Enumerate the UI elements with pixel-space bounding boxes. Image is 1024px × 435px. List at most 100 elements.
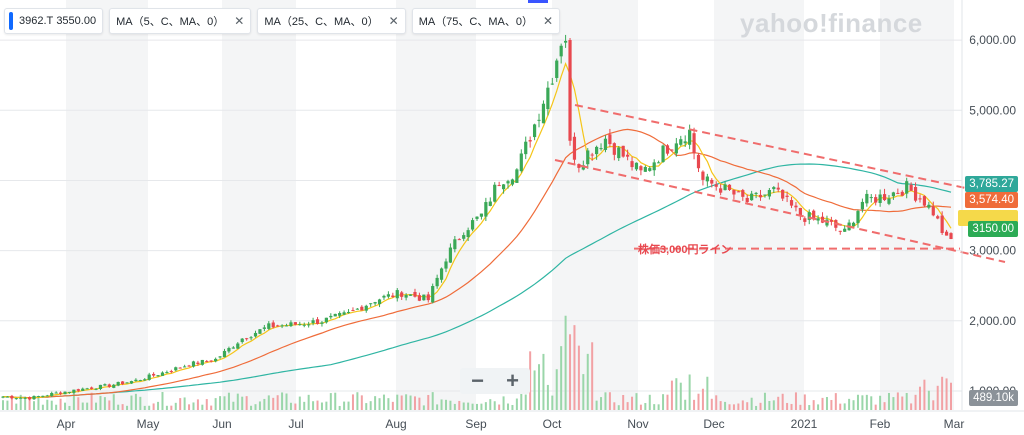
x-tick-label: Sep xyxy=(465,417,487,431)
volume-bar xyxy=(263,398,266,410)
volume-bar xyxy=(365,403,368,410)
candle-body xyxy=(931,206,935,216)
candle-body xyxy=(891,192,896,197)
candle-body xyxy=(1,396,5,398)
candle-body xyxy=(679,139,683,145)
volume-bar xyxy=(356,392,359,410)
ma25-value-tag: 3,574.40 xyxy=(965,192,1018,208)
volume-bar xyxy=(165,405,168,410)
candle-body xyxy=(874,197,878,203)
volume-bar xyxy=(462,402,465,410)
candle-body xyxy=(178,367,182,369)
candle-body xyxy=(501,184,506,190)
volume-bar xyxy=(276,395,279,410)
month-band xyxy=(714,0,804,410)
candle-body xyxy=(112,384,116,388)
zoom-in-button[interactable]: + xyxy=(506,368,519,393)
volume-bar xyxy=(77,397,80,410)
volume-bar xyxy=(573,325,576,410)
candle-body xyxy=(107,384,111,387)
x-tick-label: Nov xyxy=(627,417,648,431)
volume-bar xyxy=(289,402,292,410)
volume-bar xyxy=(183,397,186,410)
volume-bar xyxy=(529,351,532,410)
close-icon[interactable]: ✕ xyxy=(388,14,399,28)
candle-body xyxy=(386,294,391,297)
volume-bar xyxy=(856,394,859,410)
volume-bar xyxy=(86,402,89,410)
candle-body xyxy=(32,395,36,400)
volume-bar xyxy=(103,397,106,410)
candle-body xyxy=(612,143,616,155)
candle-body xyxy=(648,168,652,171)
candle-body xyxy=(253,332,258,337)
volume-bar xyxy=(732,404,735,410)
close-icon[interactable]: ✕ xyxy=(542,14,554,28)
zoom-out-button[interactable]: − xyxy=(471,368,484,393)
candle-body xyxy=(798,207,802,217)
candle-body xyxy=(541,103,546,124)
volume-bar xyxy=(400,395,403,410)
volume-bar xyxy=(936,385,939,410)
volume-bar xyxy=(134,393,137,410)
volume-bar xyxy=(839,403,842,410)
candle-body xyxy=(298,324,302,326)
volume-bar xyxy=(591,342,594,410)
volume-bar xyxy=(834,393,837,410)
candle-body xyxy=(435,277,439,287)
ma5-line xyxy=(3,62,952,399)
candle-body xyxy=(50,392,54,396)
volume-bar xyxy=(653,404,656,410)
candle-body xyxy=(506,181,510,184)
volume-bar xyxy=(701,388,704,410)
ma75-line xyxy=(3,163,952,399)
volume-bar xyxy=(542,353,545,410)
candle-body xyxy=(10,395,14,399)
close-icon[interactable]: ✕ xyxy=(234,14,245,28)
candle-body xyxy=(772,187,776,190)
candle-body xyxy=(816,218,820,221)
candle-body xyxy=(484,202,488,217)
candle-body xyxy=(462,235,466,239)
candle-body xyxy=(236,343,240,349)
candle-body xyxy=(41,395,45,397)
candle-body xyxy=(147,374,151,380)
volume-bar xyxy=(369,401,372,410)
candle-body xyxy=(550,83,554,85)
legend-ma5[interactable]: MA（5、C、MA、0） ✕ xyxy=(109,8,252,34)
ticker-color-bar xyxy=(9,12,13,30)
volume-bar xyxy=(33,401,36,410)
x-tick-label: 2021 xyxy=(791,417,818,431)
candle-body xyxy=(338,313,342,316)
volume-bar xyxy=(657,404,660,410)
candle-body xyxy=(426,294,430,301)
candle-body xyxy=(781,189,785,199)
volume-bar xyxy=(803,394,806,410)
candle-body xyxy=(245,338,249,340)
volume-bar xyxy=(626,402,629,410)
volume-bar xyxy=(737,403,740,410)
month-band xyxy=(66,0,148,410)
ma25-label: MA（25、C、MA、0） xyxy=(264,16,379,28)
volume-bar xyxy=(329,393,332,410)
volume-bar xyxy=(174,402,177,410)
volume-bar xyxy=(431,392,434,410)
candle-body xyxy=(865,193,869,204)
candle-body xyxy=(302,324,306,326)
y-tick-label: 5,000.00 xyxy=(969,103,1016,117)
volume-bar xyxy=(746,402,749,410)
yahoo-finance-logo: yahoo!finance xyxy=(740,8,923,38)
volume-bar xyxy=(374,396,377,410)
candle-body xyxy=(85,388,89,390)
legend-ma75[interactable]: MA（75、C、MA、0） ✕ xyxy=(411,8,561,34)
candle-body xyxy=(878,194,882,203)
legend-ticker[interactable]: 3962.T 3550.00 xyxy=(4,8,104,34)
volume-bar xyxy=(467,402,470,410)
candle-body xyxy=(812,210,816,219)
volume-bar xyxy=(205,399,208,410)
legend-ma25[interactable]: MA（25、C、MA、0） ✕ xyxy=(257,8,406,34)
volume-bar xyxy=(755,405,758,410)
volume-bar xyxy=(631,396,634,410)
candle-body xyxy=(665,145,670,154)
